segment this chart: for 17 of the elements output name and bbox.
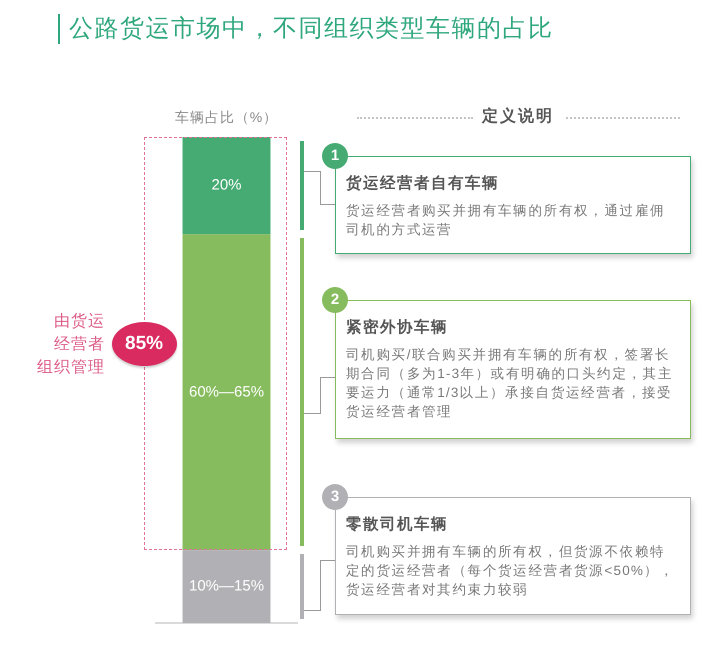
text: 司机购买并拥有车辆的所有权，但货源不依赖特定的货运经营者（每个货运经营者货源<50%），货运经营者对其约束力较弱 [346, 543, 676, 599]
text: 定义说明 [482, 107, 554, 127]
legend-label: 货运经营者自有车辆 [346, 174, 500, 194]
text: 货运经营者购买并拥有车辆的所有权，通过雇佣司机的方式运营 [346, 202, 666, 239]
round-badge: 2 [322, 287, 348, 313]
data-label: 20% [211, 176, 242, 194]
text: 由货运经营者组织管理 [37, 312, 105, 378]
data-label: 60%—65% [188, 383, 264, 400]
y-axis-title: 车辆占比（%） [174, 108, 278, 126]
oval-badge: 85% [112, 322, 177, 366]
round-badge: 3 [322, 484, 348, 510]
legend-label: 零散司机车辆 [346, 514, 449, 535]
data-label: 10%—15% [188, 578, 264, 595]
round-badge: 1 [322, 143, 348, 169]
legend-label: 紧密外协车辆 [346, 318, 449, 338]
text: 司机购买/联合购买并拥有车辆的所有权，签署长期合同（多为1-3年）或有明确的口头约定，其主要运力（通常1/3以上）承接自货运经营者，接受货运经营者管理 [346, 346, 674, 421]
chart-title: 公路货运市场中，不同组织类型车辆的占比 [58, 14, 554, 44]
